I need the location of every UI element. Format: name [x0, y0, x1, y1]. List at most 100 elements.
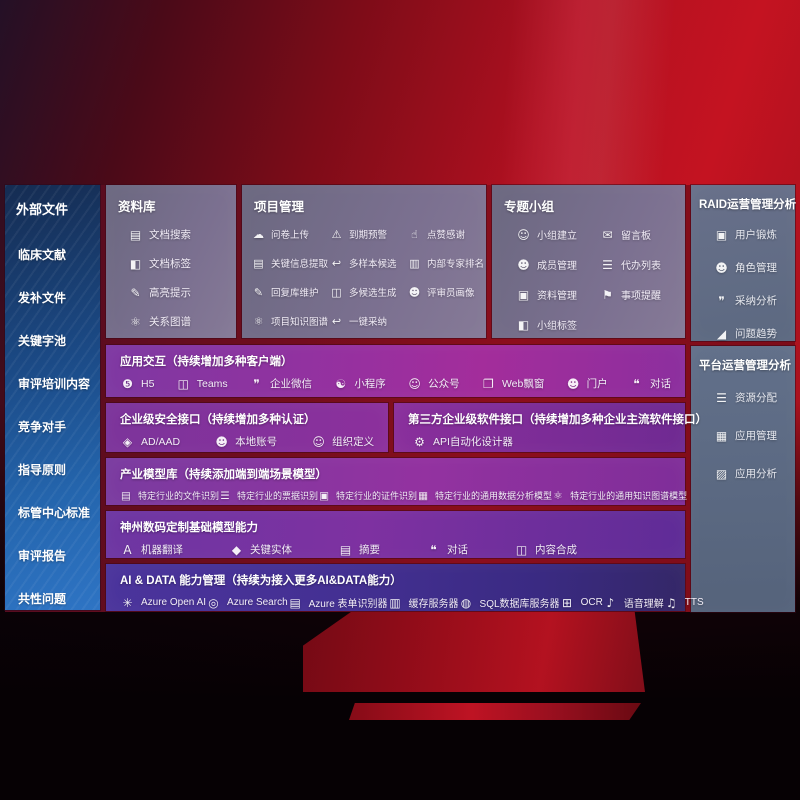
client-channel[interactable]: ❞ 企业微信	[249, 376, 312, 391]
item-label: 资料管理	[537, 291, 577, 302]
ai-data-capability[interactable]: ✳ Azure Open AI	[120, 596, 206, 610]
row-title: 产业模型库（持续添加端到端场景模型）	[120, 469, 327, 481]
client-channel[interactable]: ❝ 对话	[629, 376, 671, 391]
sidebar-item[interactable]: 指导原则	[18, 461, 100, 478]
topic-group-feature[interactable]: ✉ 留言板	[600, 227, 681, 243]
row-base-models: 神州数码定制基础模型能力 A 机器翻译 ◆ 关键实体 ▤ 摘要 ❝ 对话 ◫ 内容合成	[106, 511, 685, 558]
project-feature[interactable]: ▥ 内部专家排名	[408, 256, 484, 271]
base-model[interactable]: ◆ 关键实体	[229, 542, 292, 557]
ai-data-capability[interactable]: ⊞ OCR	[560, 596, 603, 610]
industry-model[interactable]: ▦ 特定行业的通用数据分析模型	[417, 489, 552, 502]
local-account-icon: ☻	[215, 434, 228, 449]
highlight-pen-icon: ✎	[130, 285, 141, 300]
item-label: 对话	[649, 378, 671, 390]
sidebar-item[interactable]: 关键字池	[18, 332, 100, 349]
translate-icon: A	[123, 542, 132, 557]
project-feature[interactable]: ⚠ 到期预警	[330, 227, 408, 242]
library-feature[interactable]: ✎ 高亮提示	[128, 285, 236, 300]
ai-data-capability[interactable]: ▤ Azure 表单识别器	[288, 595, 388, 611]
library-feature[interactable]: ▤ 文档搜索	[128, 227, 236, 242]
item-label: 发补文件	[18, 291, 67, 305]
topic-group-feature[interactable]: ☺ 小组建立	[516, 227, 600, 243]
ai-data-capability[interactable]: ◎ Azure Search	[206, 596, 287, 610]
client-channel[interactable]: ❐ Web飘窗	[481, 376, 544, 391]
official-account-icon: ☺	[408, 376, 421, 391]
industry-model[interactable]: ⚛ 特定行业的通用知识图谱模型	[552, 489, 687, 502]
library-feature[interactable]: ◧ 文档标签	[128, 256, 236, 271]
sidebar-item[interactable]: 竞争对手	[18, 418, 100, 435]
raid-feature[interactable]: ☻ 角色管理	[714, 260, 795, 275]
ai-data-capability[interactable]: ◍ SQL数据库服务器	[459, 595, 560, 611]
project-feature[interactable]: ☝ 点赞感谢	[408, 227, 484, 242]
sidebar-item[interactable]: 标管中心标准	[18, 504, 100, 521]
ai-data-capability[interactable]: ♫ TTS	[664, 596, 704, 610]
item-label: OCR	[580, 597, 603, 608]
sidebar-item[interactable]: 审评报告	[18, 547, 100, 564]
base-model[interactable]: A 机器翻译	[120, 542, 183, 557]
auth-method[interactable]: ◈ AD/AAD	[120, 435, 180, 449]
item-label: Azure 表单识别器	[308, 599, 388, 610]
sidebar-item[interactable]: 临床文献	[18, 246, 100, 263]
topic-group-feature[interactable]: ◧ 小组标签	[516, 317, 600, 333]
base-model[interactable]: ▤ 摘要	[338, 542, 380, 557]
platform-feature[interactable]: ▨ 应用分析	[714, 466, 795, 481]
industry-model[interactable]: ▣ 特定行业的证件识别	[318, 489, 417, 502]
project-feature[interactable]: ☁ 问卷上传	[252, 227, 330, 242]
industry-model-list: ▤ 特定行业的文件识别 ☰ 特定行业的票据识别 ▣ 特定行业的证件识别 ▦ 特定行业的通用数据…	[106, 482, 687, 502]
project-feature[interactable]: ↩ 多样本候选	[330, 256, 408, 271]
raid-feature[interactable]: ▣ 用户锻炼	[714, 227, 795, 242]
panel-title: 资料库	[118, 200, 156, 214]
topic-group-feature[interactable]: ☰ 代办列表	[600, 257, 681, 273]
project-feature[interactable]: ☻ 评审员画像	[408, 285, 484, 300]
platform-feature[interactable]: ☰ 资源分配	[714, 390, 795, 405]
topic-group-feature[interactable]: ☻ 成员管理	[516, 257, 600, 273]
item-label: H5	[141, 377, 155, 390]
project-feature[interactable]: ◫ 多候选生成	[330, 285, 408, 300]
row-enterprise-security: 企业级安全接口（持续增加多种认证） ◈ AD/AAD ☻ 本地账号 ☺ 组织定义	[106, 403, 388, 452]
industry-model[interactable]: ▤ 特定行业的文件识别	[120, 489, 219, 502]
auth-method[interactable]: ☻ 本地账号	[214, 434, 277, 449]
item-label: 公众号	[428, 378, 460, 390]
client-channel[interactable]: ❺ H5	[120, 377, 154, 391]
row-title: 第三方企业级软件接口（持续增加多种企业主流软件接口）	[408, 414, 707, 426]
project-feature-list: ☁ 问卷上传 ⚠ 到期预警 ☝ 点赞感谢 ▤ 关键信息提取 ↩ 多样本候选 ▥ 内部专家排名 ✎ 回复库维…	[242, 215, 486, 329]
item-label: 代办列表	[621, 261, 661, 272]
project-feature[interactable]: ✎ 回复库维护	[252, 285, 330, 300]
item-label: 关键字池	[18, 334, 67, 348]
ai-data-capability[interactable]: ▥ 缓存服务器	[388, 595, 458, 611]
sidebar-item[interactable]: 审评培训内容	[18, 375, 100, 392]
topic-group-feature[interactable]: ⚑ 事项提醒	[600, 287, 681, 303]
topic-group-feature[interactable]: ▣ 资料管理	[516, 287, 600, 303]
base-model[interactable]: ❝ 对话	[426, 542, 468, 557]
project-feature[interactable]: ▤ 关键信息提取	[252, 256, 330, 271]
security-list: ◈ AD/AAD ☻ 本地账号 ☺ 组织定义	[106, 427, 388, 449]
interface-tool[interactable]: ⚙ API自动化设计器	[412, 434, 513, 449]
industry-model[interactable]: ☰ 特定行业的票据识别	[219, 489, 318, 502]
ai-data-capability[interactable]: ♪ 语音理解	[603, 595, 663, 611]
capability-dashboard: 外部文件 临床文献 发补文件 关键字池 审评培训内容 竞争对手 指导原则 标管中心标准 审评报…	[5, 185, 796, 612]
sidebar-item[interactable]: 发补文件	[18, 289, 100, 306]
item-label: 文档标签	[149, 258, 191, 270]
panel-platform-analysis: 平台运营管理分析 ☰ 资源分配 ▦ 应用管理 ▨ 应用分析	[691, 346, 795, 612]
base-model[interactable]: ◫ 内容合成	[514, 542, 577, 557]
project-feature[interactable]: ⚛ 项目知识图谱	[252, 314, 330, 329]
client-channel[interactable]: ☻ 门户	[566, 376, 608, 391]
row-title: 应用交互（持续增加多种客户端）	[120, 356, 293, 368]
reply-library-icon: ✎	[253, 285, 264, 299]
sidebar-item[interactable]: 共性问题	[18, 590, 100, 607]
member-manage-icon: ☻	[517, 257, 530, 272]
item-label: 企业微信	[270, 378, 312, 390]
library-feature[interactable]: ⚛ 关系图谱	[128, 314, 236, 329]
client-channel[interactable]: ☯ 小程序	[333, 376, 385, 391]
client-channel[interactable]: ☺ 公众号	[407, 376, 460, 391]
key-entity-icon: ◆	[231, 542, 242, 557]
raid-feature[interactable]: ❞ 采纳分析	[714, 293, 795, 308]
client-channel[interactable]: ◫ Teams	[176, 377, 228, 391]
platform-feature[interactable]: ▦ 应用管理	[714, 428, 795, 443]
raid-feature[interactable]: ◢ 问题趋势	[714, 326, 795, 341]
auth-method[interactable]: ☺ 组织定义	[311, 434, 374, 449]
project-feature[interactable]: ↩ 一键采纳	[330, 314, 408, 329]
item-label: 资源分配	[735, 392, 777, 404]
third-party-list: ⚙ API自动化设计器	[394, 427, 685, 449]
